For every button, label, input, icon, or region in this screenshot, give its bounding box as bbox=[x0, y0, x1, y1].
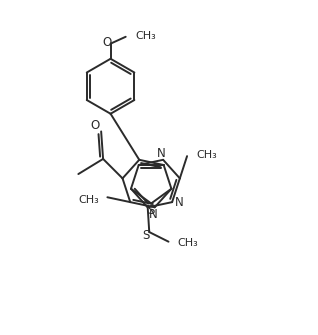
Text: N: N bbox=[175, 196, 183, 209]
Text: N: N bbox=[157, 147, 166, 160]
Text: N: N bbox=[149, 208, 157, 221]
Text: S: S bbox=[148, 204, 155, 217]
Text: O: O bbox=[90, 119, 100, 132]
Text: CH₃: CH₃ bbox=[136, 31, 156, 41]
Text: CH₃: CH₃ bbox=[79, 195, 100, 205]
Text: CH₃: CH₃ bbox=[177, 238, 198, 248]
Text: O: O bbox=[102, 36, 111, 49]
Text: S: S bbox=[142, 229, 150, 242]
Text: CH₃: CH₃ bbox=[197, 150, 217, 160]
